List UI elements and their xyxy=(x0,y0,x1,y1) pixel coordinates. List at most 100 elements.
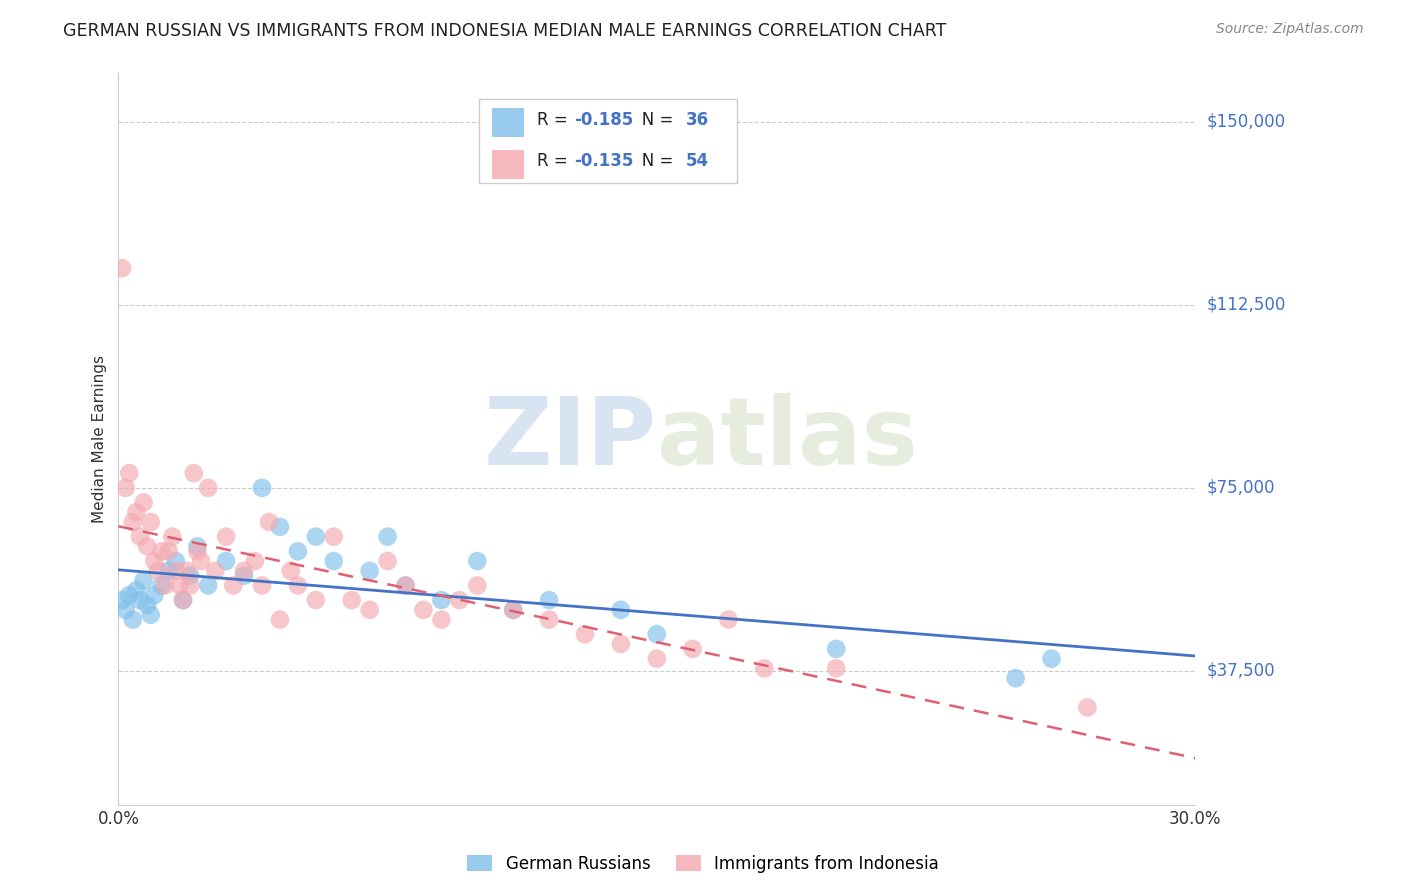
Point xyxy=(322,530,344,544)
Point xyxy=(197,578,219,592)
Point xyxy=(129,593,152,607)
Point xyxy=(280,564,302,578)
Point xyxy=(233,568,256,582)
Point xyxy=(153,578,176,592)
Point xyxy=(502,603,524,617)
Point xyxy=(430,593,453,607)
Text: $75,000: $75,000 xyxy=(1206,479,1275,497)
Point xyxy=(215,530,238,544)
Text: ZIP: ZIP xyxy=(484,393,657,485)
Point xyxy=(118,588,141,602)
Point xyxy=(183,466,205,480)
Point xyxy=(610,603,633,617)
Point xyxy=(143,554,166,568)
Text: R =: R = xyxy=(537,152,574,169)
Point xyxy=(150,544,173,558)
Point xyxy=(305,593,328,607)
Point xyxy=(269,613,291,627)
Point xyxy=(465,578,488,592)
Point xyxy=(136,598,159,612)
Point xyxy=(139,607,162,622)
Point xyxy=(257,515,280,529)
Point xyxy=(179,568,201,582)
Point xyxy=(121,515,143,529)
Point xyxy=(146,564,169,578)
Point xyxy=(682,641,704,656)
Point xyxy=(412,603,434,617)
Point xyxy=(150,578,173,592)
Point xyxy=(165,564,187,578)
Text: -0.185: -0.185 xyxy=(574,112,633,129)
Point xyxy=(129,530,152,544)
Point xyxy=(125,583,148,598)
Text: -0.135: -0.135 xyxy=(574,152,633,169)
Point xyxy=(111,593,134,607)
Point xyxy=(269,520,291,534)
Point xyxy=(754,661,776,675)
Point xyxy=(111,261,134,276)
Point xyxy=(172,593,194,607)
Text: R =: R = xyxy=(537,112,574,129)
Point xyxy=(825,641,848,656)
Point xyxy=(449,593,471,607)
Point xyxy=(394,578,416,592)
Y-axis label: Median Male Earnings: Median Male Earnings xyxy=(93,355,107,523)
Point xyxy=(610,637,633,651)
FancyBboxPatch shape xyxy=(492,150,524,179)
Text: N =: N = xyxy=(626,112,678,129)
Point xyxy=(125,505,148,519)
Point xyxy=(538,593,561,607)
Text: 54: 54 xyxy=(686,152,709,169)
Point xyxy=(186,544,208,558)
FancyBboxPatch shape xyxy=(492,108,524,136)
Point xyxy=(574,627,596,641)
Point xyxy=(1040,651,1063,665)
Point xyxy=(394,578,416,592)
Point xyxy=(250,481,273,495)
Point xyxy=(114,603,136,617)
Text: $37,500: $37,500 xyxy=(1206,662,1275,680)
Point xyxy=(118,466,141,480)
Point xyxy=(162,530,184,544)
Point xyxy=(172,593,194,607)
Point xyxy=(1076,700,1098,714)
Point xyxy=(305,530,328,544)
Point xyxy=(377,530,399,544)
Point xyxy=(176,564,198,578)
Point xyxy=(169,578,191,592)
Point xyxy=(250,578,273,592)
Point xyxy=(190,554,212,568)
Point xyxy=(215,554,238,568)
Point xyxy=(645,651,668,665)
Point xyxy=(538,613,561,627)
Point xyxy=(1004,671,1026,685)
Text: 36: 36 xyxy=(686,112,709,129)
FancyBboxPatch shape xyxy=(479,99,738,183)
Point xyxy=(139,515,162,529)
Point xyxy=(179,578,201,592)
Point xyxy=(197,481,219,495)
Point xyxy=(132,574,155,588)
Legend: German Russians, Immigrants from Indonesia: German Russians, Immigrants from Indones… xyxy=(461,848,945,880)
Point xyxy=(645,627,668,641)
Point xyxy=(204,564,226,578)
Text: Source: ZipAtlas.com: Source: ZipAtlas.com xyxy=(1216,22,1364,37)
Point xyxy=(243,554,266,568)
Text: atlas: atlas xyxy=(657,393,918,485)
Point xyxy=(287,578,309,592)
Point xyxy=(233,564,256,578)
Point xyxy=(825,661,848,675)
Text: $112,500: $112,500 xyxy=(1206,296,1285,314)
Point xyxy=(359,603,381,617)
Point xyxy=(465,554,488,568)
Point xyxy=(121,613,143,627)
Point xyxy=(322,554,344,568)
Text: $150,000: $150,000 xyxy=(1206,112,1285,131)
Point xyxy=(157,564,180,578)
Point xyxy=(717,613,740,627)
Point xyxy=(502,603,524,617)
Point xyxy=(132,495,155,509)
Point xyxy=(287,544,309,558)
Point xyxy=(143,588,166,602)
Point xyxy=(165,554,187,568)
